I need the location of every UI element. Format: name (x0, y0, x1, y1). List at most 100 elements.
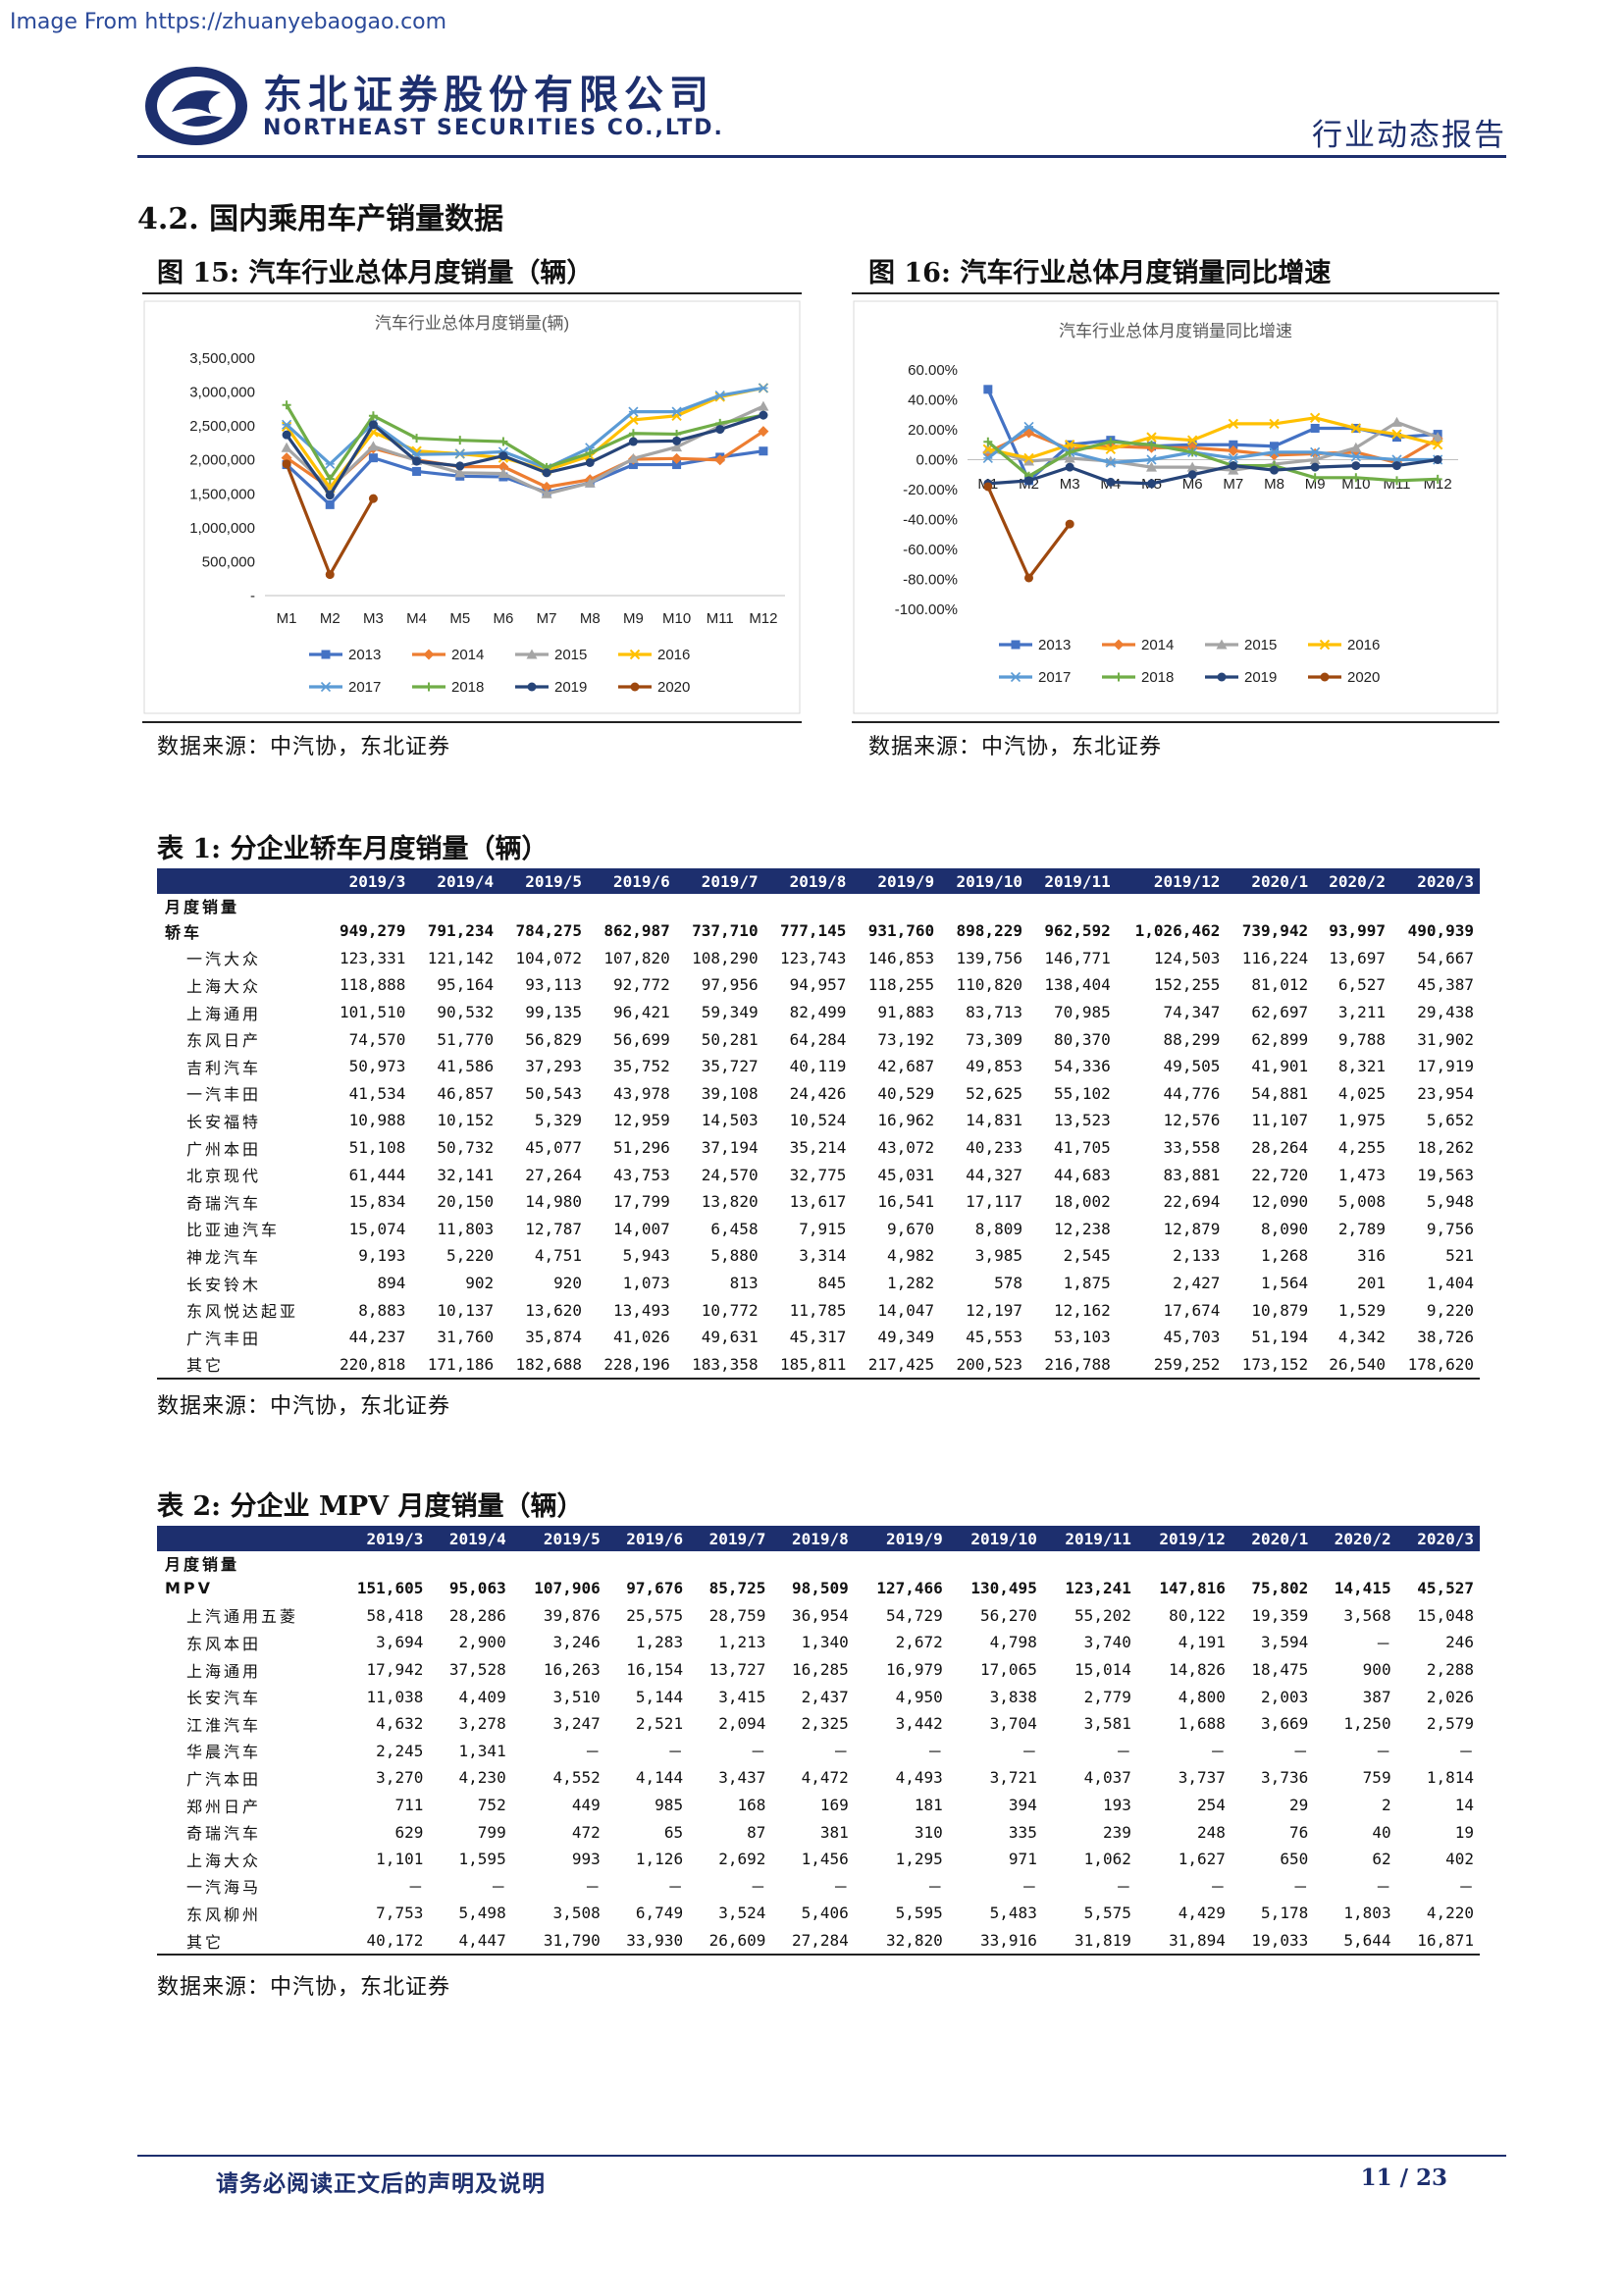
table-cell: 2,672 (895, 1633, 943, 1652)
row-label: 北京现代 (186, 1167, 262, 1186)
table-cell: 316 (1357, 1246, 1387, 1266)
table-cell: 35,752 (612, 1057, 670, 1076)
table-cell: 19 (1454, 1822, 1474, 1842)
table-cell: 6,527 (1337, 975, 1387, 995)
table-cell: 38,726 (1417, 1328, 1474, 1347)
table-cell: 92,772 (612, 975, 670, 995)
table-cell: 80,122 (1169, 1605, 1226, 1625)
table-cell: 3,669 (1261, 1714, 1309, 1734)
table-cell: 45,387 (1417, 975, 1474, 995)
table-cell: 28,286 (448, 1605, 506, 1625)
table-cell: 65 (663, 1822, 684, 1842)
table-cell: 4,144 (635, 1768, 684, 1788)
row-label: 长安福特 (186, 1112, 262, 1131)
table-cell: 4,751 (534, 1246, 582, 1266)
table-cell: 5,943 (622, 1246, 670, 1266)
data-point (629, 649, 641, 660)
table-cell: 51,194 (1251, 1328, 1309, 1347)
table-cell: 95,164 (437, 975, 495, 995)
data-point (1023, 421, 1034, 433)
table-cell: 4,230 (458, 1768, 506, 1788)
table-header-cell: 2019/6 (587, 868, 676, 894)
report-type: 行业动态报告 (1312, 118, 1506, 153)
legend-label: 2016 (657, 647, 690, 663)
table-cell: 7,915 (799, 1219, 847, 1238)
data-point (1105, 444, 1117, 455)
data-point (628, 460, 638, 470)
legend-label: 2019 (554, 679, 587, 696)
table-cell: － (1115, 1743, 1131, 1762)
figure-15-chart: 汽车行业总体月度销量(辆) 3,500,000 3,000,000 2,500,000… (142, 299, 802, 716)
data-point (1187, 447, 1197, 457)
table-row: 北京现代 61,444 32,141 27,264 43,753 24,570 32,775… (157, 1161, 1480, 1188)
table-cell: 8,883 (358, 1300, 406, 1320)
table-cell: 14,415 (1334, 1579, 1391, 1598)
table-cell: 2,245 (376, 1741, 424, 1760)
table-cell: 5,948 (1426, 1192, 1474, 1212)
data-point (1228, 452, 1238, 464)
table-cell: 85,725 (708, 1579, 766, 1598)
table-cell: 185,811 (763, 1350, 853, 1381)
data-point (1064, 452, 1075, 463)
table-cell: 22,694 (1163, 1192, 1221, 1212)
table-row: 上海通用 17,942 37,528 16,263 16,154 13,727 16,285… (157, 1656, 1480, 1684)
table-cell: 4,429 (1178, 1904, 1226, 1923)
legend-label: 2018 (1141, 669, 1174, 686)
y-tick-label: 20.00% (908, 422, 958, 439)
table-cell: 12,787 (525, 1219, 582, 1238)
table-header-cell: 2019/4 (429, 1526, 512, 1551)
table-cell: 3,838 (989, 1687, 1037, 1706)
data-point (1228, 418, 1239, 430)
table-cell: － (1375, 1634, 1391, 1653)
table-cell: 5,178 (1261, 1904, 1309, 1923)
table-cell: 791,234 (427, 921, 495, 941)
table-cell: － (584, 1743, 601, 1762)
row-label: 上海通用 (186, 1004, 262, 1023)
table-cell: 1,688 (1178, 1714, 1226, 1734)
table-cell: 1,473 (1337, 1165, 1387, 1184)
table-cell: 2,692 (718, 1850, 766, 1869)
table-cell: 13,697 (1329, 948, 1387, 967)
table-cell: 894 (377, 1274, 406, 1293)
table-cell: 54,729 (886, 1605, 943, 1625)
y-tick-label: 3,000,000 (189, 385, 255, 401)
data-point (1114, 672, 1124, 682)
table-header-corner (157, 1526, 336, 1551)
table-cell: 50,732 (437, 1138, 495, 1158)
table-cell: 168 (737, 1796, 766, 1815)
table-cell: 9,670 (887, 1219, 935, 1238)
table-cell: 3,524 (718, 1904, 766, 1923)
table-cell: 2 (1381, 1796, 1391, 1815)
table-cell: － (667, 1743, 684, 1762)
company-name-en: NORTHEAST SECURITIES CO.,LTD. (263, 116, 724, 140)
table-cell: 138,404 (1044, 975, 1111, 995)
row-label: 一汽海马 (186, 1878, 262, 1898)
table-cell: 784,275 (515, 921, 582, 941)
table-cell: 3,437 (718, 1768, 766, 1788)
data-point (1432, 432, 1443, 443)
table-cell: 26,540 (1314, 1350, 1392, 1381)
table-row: 华晨汽车 2,245 1,341 － － － － － － － － － － － (157, 1738, 1480, 1765)
table-header-cell: 2019/12 (1136, 1526, 1231, 1551)
table-cell: 173,152 (1226, 1350, 1315, 1381)
table-cell: 1,340 (801, 1633, 849, 1652)
table-cell: 94,957 (789, 975, 847, 995)
table-row: 其它 40,172 4,447 31,790 33,930 26,609 27,284 32,… (157, 1926, 1480, 1957)
table-row: 广汽丰田 44,237 31,760 35,874 41,026 49,631 45,317… (157, 1324, 1480, 1351)
data-point (983, 385, 993, 394)
y-tick-label: 500,000 (202, 553, 255, 570)
table-cell: 10,524 (789, 1111, 847, 1130)
data-point (671, 406, 682, 417)
table-cell: 43,753 (612, 1165, 670, 1184)
table-header-cell: 2020/2 (1314, 1526, 1397, 1551)
table-1-source: 数据来源：中汽协，东北证券 (157, 1394, 451, 1419)
x-tick-label: M3 (1060, 476, 1080, 493)
table-cell: 151,605 (356, 1579, 424, 1598)
row-label: 神龙汽车 (186, 1247, 262, 1267)
data-point (671, 442, 683, 452)
table-cell: － (1375, 1878, 1391, 1898)
data-point (1269, 418, 1280, 430)
table-cell: 124,503 (1153, 948, 1221, 967)
table-cell: 76 (1288, 1822, 1309, 1842)
table-cell: 4,191 (1178, 1633, 1226, 1652)
